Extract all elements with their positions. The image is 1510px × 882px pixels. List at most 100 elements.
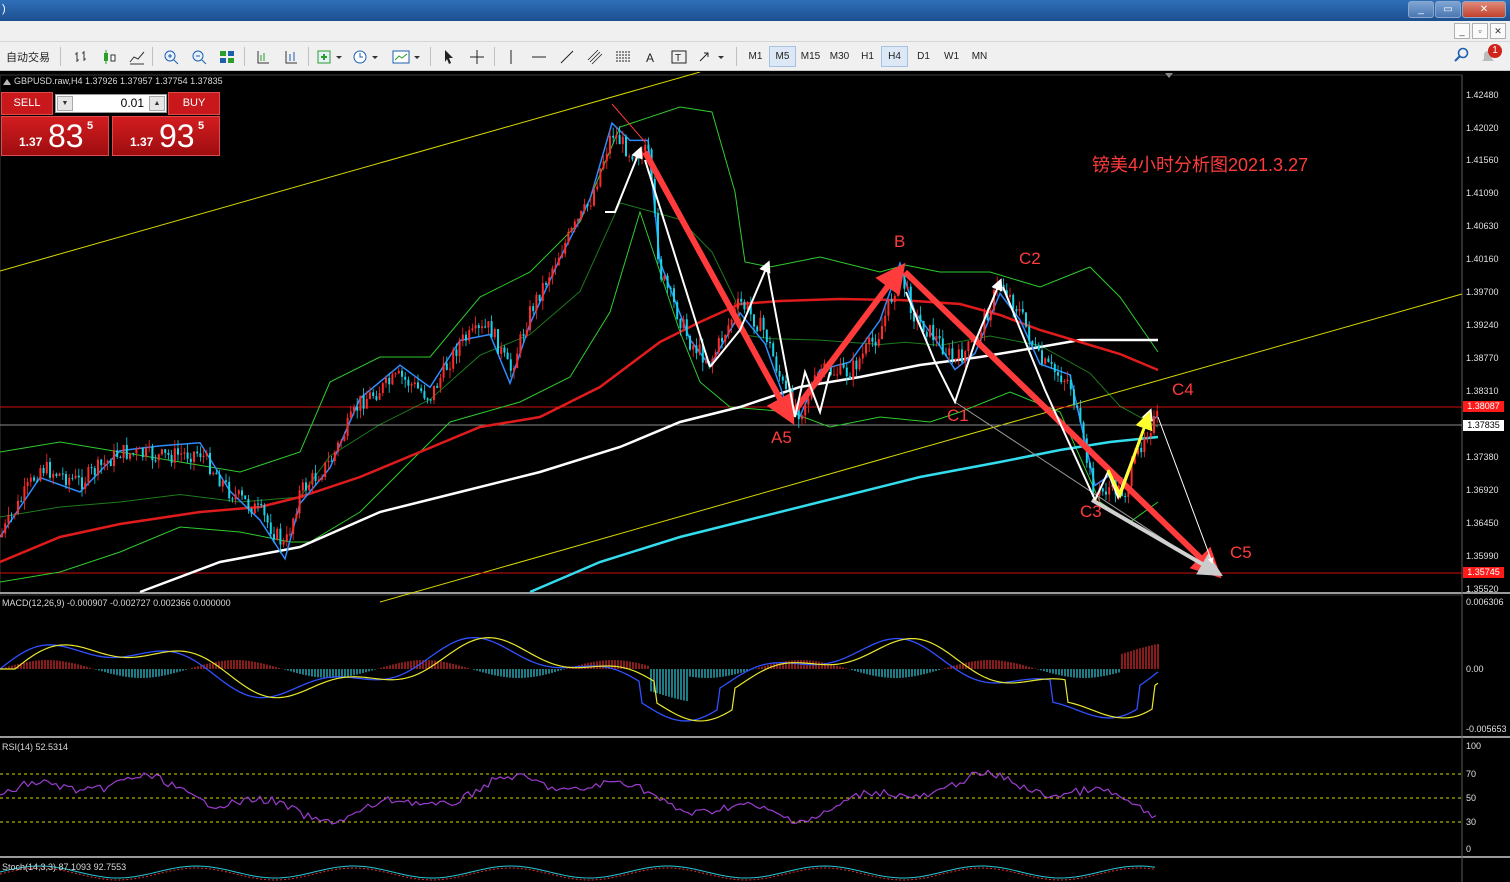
timeframe-h4[interactable]: H4	[881, 46, 908, 67]
price-axis-label: 1.42480	[1466, 90, 1499, 100]
bar-chart-icon[interactable]	[70, 46, 92, 67]
candle-body	[433, 385, 435, 401]
candle-body	[529, 306, 531, 331]
candle-body	[551, 268, 554, 278]
text-tool-icon[interactable]: A	[640, 46, 662, 67]
timeframe-h1[interactable]: H1	[861, 51, 874, 62]
templates-icon[interactable]	[390, 46, 424, 67]
chart-window[interactable]	[0, 72, 1510, 882]
horizontal-line-icon[interactable]	[528, 46, 550, 67]
candle-body	[829, 367, 832, 375]
price-axis-label: 1.35520	[1466, 584, 1499, 594]
candle-body	[1044, 358, 1047, 364]
text-label-icon[interactable]: T	[668, 46, 690, 67]
chart-shift-icon[interactable]	[252, 46, 274, 67]
candle-body	[557, 257, 560, 266]
timeframe-m5[interactable]: M5	[769, 46, 796, 67]
crosshair-icon[interactable]	[466, 46, 488, 67]
resistance-price-tag: 1.38087	[1463, 401, 1504, 412]
candle-body	[890, 299, 893, 303]
chart-canvas[interactable]	[0, 72, 1510, 882]
buy-button[interactable]: BUY	[168, 92, 220, 115]
candle-body	[938, 336, 941, 339]
cursor-icon[interactable]	[438, 46, 460, 67]
trendline-icon[interactable]	[556, 46, 578, 67]
window-controls: _ ▭ ✕	[1408, 1, 1506, 18]
candle-body	[186, 452, 189, 459]
rsi-axis-label: 100	[1466, 741, 1482, 751]
search-icon[interactable]	[1452, 47, 1470, 65]
candle-body	[295, 513, 298, 519]
timeframe-w1[interactable]: W1	[944, 51, 959, 62]
timeframe-m1[interactable]: M1	[748, 51, 763, 62]
zoom-in-icon[interactable]	[160, 46, 182, 67]
candle-body	[577, 219, 579, 222]
candlestick-icon[interactable]	[98, 46, 120, 67]
tile-windows-icon[interactable]	[216, 46, 238, 67]
mdi-restore-button[interactable]: ▫	[1472, 23, 1488, 39]
timeframe-d1[interactable]: D1	[917, 51, 930, 62]
candle-body	[545, 283, 547, 285]
indicators-icon[interactable]	[314, 46, 346, 67]
close-button[interactable]: ✕	[1462, 1, 1506, 18]
candle-body	[311, 473, 314, 485]
candle-body	[189, 458, 192, 462]
autoscroll-icon[interactable]	[280, 46, 302, 67]
candle-body	[173, 448, 176, 463]
candle-body	[970, 340, 973, 342]
maximize-button[interactable]: ▭	[1435, 1, 1461, 18]
candle-body	[20, 500, 23, 502]
rsi-line	[0, 769, 1157, 825]
buy-price-button[interactable]: 1.37 93 5	[112, 116, 220, 156]
candle-body	[785, 380, 787, 389]
sell-price-button[interactable]: 1.37 83 5	[1, 116, 109, 156]
candle-body	[724, 335, 727, 342]
collapse-arrow-icon[interactable]	[3, 79, 11, 85]
macd-line	[0, 637, 1159, 722]
equidistant-channel-icon[interactable]	[584, 46, 606, 67]
mdi-minimize-button[interactable]: _	[1454, 23, 1470, 39]
candle-body	[717, 337, 720, 353]
macd-axis-label: 0.00	[1466, 664, 1484, 674]
candle-body	[1133, 454, 1136, 464]
fibonacci-icon[interactable]	[612, 46, 634, 67]
periods-clock-icon[interactable]	[350, 46, 382, 67]
line-chart-icon[interactable]	[126, 46, 148, 67]
lot-increase-icon[interactable]: ▲	[149, 96, 165, 111]
timeframe-mn[interactable]: MN	[971, 51, 988, 62]
candle-body	[420, 388, 423, 392]
candle-body	[1057, 372, 1059, 376]
candle-body	[964, 351, 967, 363]
timeframe-m15[interactable]: M15	[800, 51, 821, 62]
candle-body	[477, 325, 480, 329]
current-price-tag: 1.37835	[1463, 420, 1504, 431]
mdi-close-button[interactable]: ✕	[1490, 23, 1506, 39]
candle-body	[333, 451, 336, 461]
candle-body	[282, 541, 285, 545]
notifications-icon[interactable]: 1	[1480, 44, 1502, 66]
candle-body	[33, 477, 35, 481]
candle-body	[285, 534, 288, 542]
lot-size-input[interactable]: ▼ 0.01 ▲	[55, 94, 167, 113]
ma-cyan	[529, 435, 1159, 594]
candle-body	[849, 376, 851, 379]
price-axis-label: 1.39700	[1466, 287, 1499, 297]
candle-body	[1031, 340, 1034, 345]
candle-body	[762, 317, 765, 330]
candle-body	[1025, 312, 1027, 327]
candlesticks	[1, 126, 1159, 554]
candle-body	[644, 144, 647, 152]
minimize-button[interactable]: _	[1408, 1, 1434, 18]
candle-body	[807, 398, 810, 405]
autotrade-button[interactable]: 自动交易	[6, 51, 50, 64]
zoom-out-icon[interactable]	[188, 46, 210, 67]
arrows-icon[interactable]	[696, 46, 728, 67]
lot-decrease-icon[interactable]: ▼	[57, 96, 73, 111]
candle-body	[1073, 389, 1075, 406]
sell-button[interactable]: SELL	[1, 92, 53, 115]
timeframe-m30[interactable]: M30	[829, 51, 850, 62]
candle-body	[516, 353, 519, 369]
candle-body	[980, 332, 983, 339]
rsi-axis-label: 0	[1466, 844, 1472, 854]
vertical-line-icon[interactable]	[500, 46, 522, 67]
